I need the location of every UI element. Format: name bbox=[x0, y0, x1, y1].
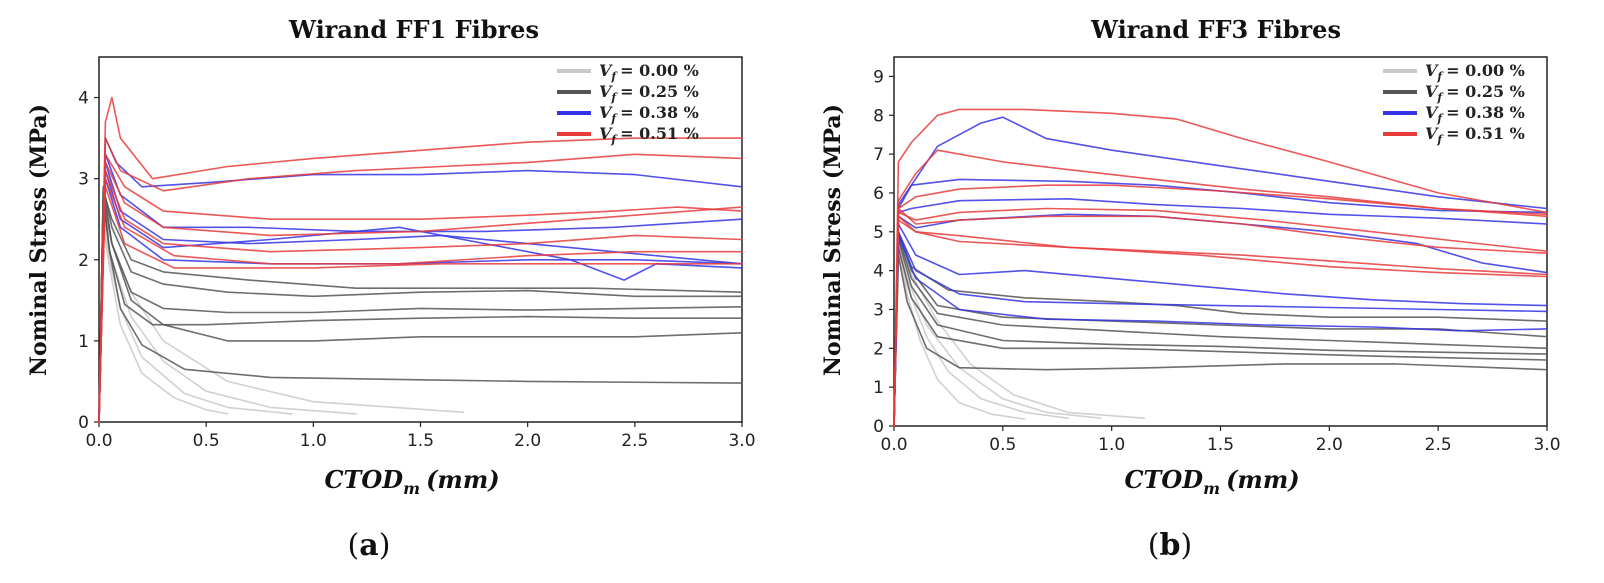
series-curve-vf-0-25 bbox=[893, 234, 1548, 427]
x-tick-label: 1.0 bbox=[300, 431, 327, 451]
y-tick-label: 6 bbox=[873, 184, 884, 204]
y-tick-label: 3 bbox=[78, 170, 89, 190]
chart-title: Wirand FF3 Fibres bbox=[1090, 15, 1341, 44]
x-tick-label: 3.0 bbox=[1533, 435, 1560, 455]
series-curve-vf-0-38 bbox=[893, 223, 1548, 427]
legend-label: Vf = 0.38 % bbox=[599, 103, 699, 125]
y-tick-label: 2 bbox=[78, 251, 89, 271]
legend: Vf = 0.00 %Vf = 0.25 %Vf = 0.38 %Vf = 0.51 % bbox=[557, 61, 699, 146]
x-axis-label-main: CTOD bbox=[1124, 465, 1203, 494]
x-tick-label: 3.0 bbox=[728, 431, 755, 451]
y-axis-label: Nominal Stress (MPa) bbox=[26, 104, 52, 376]
series-curve-vf-0-38 bbox=[893, 234, 1548, 427]
curves bbox=[893, 108, 1548, 427]
series-curve-vf-0-38 bbox=[893, 231, 1548, 427]
series-curve-vf-0-25 bbox=[893, 254, 1548, 427]
series-curve-vf-0-00 bbox=[893, 242, 1102, 427]
y-tick-label: 5 bbox=[873, 223, 884, 243]
series-curve-vf-0-38 bbox=[893, 198, 1548, 427]
series-curve-vf-0-51 bbox=[893, 184, 1548, 427]
y-tick-label: 1 bbox=[78, 332, 89, 352]
series-curve-vf-0-51 bbox=[98, 96, 743, 423]
legend-label: Vf = 0.25 % bbox=[599, 82, 699, 104]
x-tick-label: 1.0 bbox=[1098, 435, 1125, 455]
x-tick-label: 2.0 bbox=[1316, 435, 1343, 455]
legend-label: Vf = 0.51 % bbox=[599, 124, 699, 146]
series-curve-vf-0-25 bbox=[98, 186, 743, 423]
x-tick-label: 0.5 bbox=[989, 435, 1016, 455]
panel-b: Wirand FF3 Fibres 0.0 0.5 1.0 1.5 2.0 2.5 3.00… bbox=[820, 15, 1561, 563]
x-axis-label-sub: m bbox=[1203, 479, 1220, 498]
x-tick-label: 2.5 bbox=[621, 431, 648, 451]
y-tick-label: 8 bbox=[873, 106, 884, 126]
x-tick-label: 1.5 bbox=[407, 431, 434, 451]
y-tick-label: 1 bbox=[873, 378, 884, 398]
series-curve-vf-0-51 bbox=[893, 219, 1548, 427]
x-tick-label: 0.0 bbox=[85, 431, 112, 451]
x-axis-label-unit: (mm) bbox=[426, 465, 500, 494]
legend-label: Vf = 0.25 % bbox=[1425, 82, 1525, 104]
axis-ticks: 0.0 0.5 1.0 1.5 2.0 2.5 3.0 0 1 2 3 4 5 6 7 8 9 bbox=[873, 67, 1560, 455]
curves bbox=[98, 96, 743, 423]
series-curve-vf-0-51 bbox=[893, 108, 1548, 427]
x-tick-label: 0.0 bbox=[880, 435, 907, 455]
series-curve-vf-0-00 bbox=[893, 250, 1026, 427]
x-tick-label: 2.5 bbox=[1425, 435, 1452, 455]
x-tick-label: 1.5 bbox=[1207, 435, 1234, 455]
legend-label: Vf = 0.00 % bbox=[599, 61, 699, 83]
chart-title: Wirand FF1 Fibres bbox=[288, 15, 539, 44]
series-curve-vf-0-25 bbox=[893, 246, 1548, 427]
series-curve-vf-0-51 bbox=[98, 186, 743, 423]
y-tick-label: 4 bbox=[873, 262, 884, 282]
legend-label: Vf = 0.00 % bbox=[1425, 61, 1525, 83]
y-tick-label: 7 bbox=[873, 145, 884, 165]
y-axis-label: Nominal Stress (MPa) bbox=[820, 104, 846, 376]
legend-label: Vf = 0.51 % bbox=[1425, 124, 1525, 146]
series-curve-vf-0-25 bbox=[98, 194, 743, 423]
series-curve-vf-0-25 bbox=[98, 190, 743, 423]
y-tick-label: 9 bbox=[873, 67, 884, 87]
x-tick-label: 0.5 bbox=[193, 431, 220, 451]
x-axis-label: CTODm (mm) bbox=[324, 465, 499, 498]
panel-label-b: b bbox=[1160, 528, 1181, 563]
y-tick-label: 4 bbox=[78, 89, 89, 109]
panel-caption-a: (a) bbox=[348, 528, 391, 563]
x-axis-label-sub: m bbox=[403, 479, 420, 498]
series-curve-vf-0-51 bbox=[98, 137, 743, 423]
series-curve-vf-0-25 bbox=[98, 186, 743, 423]
x-axis-label: CTODm (mm) bbox=[1124, 465, 1299, 498]
series-curve-vf-0-51 bbox=[98, 169, 743, 423]
y-tick-label: 3 bbox=[873, 300, 884, 320]
panel-a: Wirand FF1 Fibres 0.0 0.5 1.0 1.5 2.0 2.5 3.00… bbox=[26, 15, 756, 563]
y-tick-label: 0 bbox=[873, 417, 884, 437]
series-curve-vf-0-51 bbox=[893, 149, 1548, 427]
series-curve-vf-0-38 bbox=[98, 161, 743, 423]
axis-ticks: 0.0 0.5 1.0 1.5 2.0 2.5 3.0 0 1 2 3 4 bbox=[78, 89, 755, 451]
x-axis-label-main: CTOD bbox=[324, 465, 403, 494]
series-curve-vf-0-38 bbox=[98, 153, 743, 423]
series-curve-vf-0-38 bbox=[893, 178, 1548, 427]
legend-label: Vf = 0.38 % bbox=[1425, 103, 1525, 125]
x-axis-label-unit: (mm) bbox=[1226, 465, 1300, 494]
plot-area bbox=[98, 56, 743, 423]
series-curve-vf-0-51 bbox=[98, 177, 743, 423]
legend: Vf = 0.00 %Vf = 0.25 %Vf = 0.38 %Vf = 0.51 % bbox=[1383, 61, 1525, 146]
panel-label-a: a bbox=[359, 528, 378, 563]
y-tick-label: 2 bbox=[873, 339, 884, 359]
panel-caption-b: (b) bbox=[1148, 528, 1192, 563]
series-curve-vf-0-25 bbox=[893, 238, 1548, 427]
series-curve-vf-0-51 bbox=[893, 207, 1548, 427]
x-tick-label: 2.0 bbox=[514, 431, 541, 451]
series-curve-vf-0-51 bbox=[98, 161, 743, 423]
series-curve-vf-0-51 bbox=[98, 153, 743, 423]
y-tick-label: 0 bbox=[78, 413, 89, 433]
